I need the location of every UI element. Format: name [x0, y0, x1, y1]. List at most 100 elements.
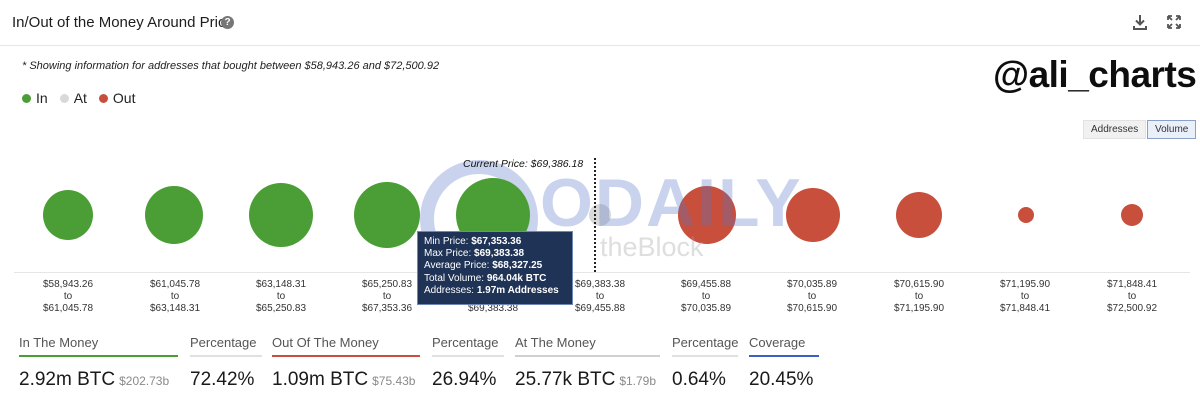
stat-value: 1.09m BTC $75.43b: [272, 369, 420, 391]
tooltip-avg-row: Average Price: $68,327.25: [424, 260, 566, 272]
legend-item-out[interactable]: Out: [98, 90, 136, 106]
bubble-in[interactable]: [43, 190, 93, 240]
bubble-out[interactable]: [1018, 207, 1034, 223]
stat-value: 25.77k BTC $1.79b: [515, 369, 660, 391]
volume-toggle-button[interactable]: Volume: [1147, 120, 1197, 139]
stat-value: 26.94%: [432, 369, 497, 390]
download-icon[interactable]: [1131, 13, 1149, 31]
bucket-to: $70,615.90: [786, 303, 838, 314]
stat-label: At The Money: [515, 335, 596, 350]
tooltip-avg-value: $68,327.25: [492, 260, 543, 272]
stat-usd-value: $202.73b: [119, 374, 170, 388]
bucket-label: $70,615.90 to $71,195.90: [871, 279, 967, 315]
stat-label: Out Of The Money: [272, 335, 379, 350]
stat-main-value: 25.77k BTC: [515, 369, 616, 390]
tooltip-addresses-label: Addresses:: [424, 284, 475, 296]
bubble-in[interactable]: [354, 182, 420, 248]
bubble-in[interactable]: [249, 183, 313, 247]
tooltip-min-value: $67,353.36: [471, 236, 522, 247]
legend-dot-at: [59, 93, 69, 103]
stat-rule: [190, 355, 262, 357]
tooltip-volume-value: 964.04k BTC: [486, 272, 547, 284]
stat-value: 20.45%: [749, 369, 814, 390]
bubble-out[interactable]: [678, 186, 736, 244]
bubble-tooltip: Min Price: $67,353.36 Max Price: $69,383…: [417, 231, 573, 305]
stat-in-the-money: In The Money 2.92m BTC $202.73b: [19, 335, 178, 391]
odaily-watermark: ODAILY: [540, 165, 803, 241]
bucket-to-word: to: [63, 291, 73, 302]
stat-label: In The Money: [19, 335, 99, 350]
bucket-label: $69,455.88 to $70,035.89: [658, 279, 754, 315]
bucket-to: $71,848.41: [999, 303, 1051, 314]
stat-rule: [432, 355, 504, 357]
bucket-to: $69,455.88: [574, 303, 626, 314]
current-price-line: [594, 158, 596, 272]
bucket-label: $69,383.38 to $69,455.88: [552, 279, 648, 315]
stat-value: 72.42%: [190, 369, 255, 390]
bucket-to: $67,353.36: [361, 303, 413, 314]
stat-rule: [672, 355, 738, 357]
stat-rule: [515, 355, 660, 357]
bubble-out[interactable]: [1121, 204, 1143, 226]
bucket-label: $65,250.83 to $67,353.36: [339, 279, 435, 315]
theblock-watermark: theBlock: [600, 232, 704, 262]
current-price-label: Current Price: $69,386.18: [463, 158, 584, 170]
stat-main-value: 1.09m BTC: [272, 369, 369, 390]
tooltip-min-label: Min Price:: [424, 236, 469, 247]
stat-at-the-money: At The Money 25.77k BTC $1.79b: [515, 335, 660, 391]
addresses-toggle-button[interactable]: Addresses: [1083, 120, 1147, 139]
chart-baseline: [14, 272, 1190, 273]
stat-out-percentage: Percentage 26.94%: [432, 335, 504, 391]
stat-at-percentage: Percentage 0.64%: [672, 335, 739, 391]
stat-in-percentage: Percentage 72.42%: [190, 335, 262, 391]
bucket-to-word: to: [1020, 291, 1030, 302]
bucket-from: $69,455.88: [680, 279, 732, 290]
expand-icon[interactable]: [1165, 13, 1183, 31]
bucket-from: $71,195.90: [999, 279, 1051, 290]
bucket-to-word: to: [701, 291, 711, 302]
bucket-from: $70,035.89: [786, 279, 838, 290]
question-circle-icon[interactable]: ?: [221, 16, 234, 29]
bucket-from: $61,045.78: [149, 279, 201, 290]
stat-rule: [272, 355, 420, 357]
bucket-label: $71,195.90 to $71,848.41: [977, 279, 1073, 315]
bubble-in[interactable]: [145, 186, 203, 244]
legend-item-in[interactable]: In: [22, 90, 48, 106]
bucket-to-word: to: [1127, 291, 1137, 302]
legend-dot-in: [22, 93, 31, 103]
bucket-label: $63,148.31 to $65,250.83: [233, 279, 329, 315]
bucket-from: $63,148.31: [255, 279, 307, 290]
stat-label: Coverage: [749, 335, 806, 350]
bucket-to: $61,045.78: [42, 303, 94, 314]
stat-usd-value: $75.43b: [372, 374, 416, 388]
widget-header: In/Out of the Money Around Price ?: [0, 0, 1200, 46]
author-handle: @ali_charts: [993, 54, 1197, 95]
tooltip-volume-row: Total Volume: 964.04k BTC: [424, 273, 566, 285]
tooltip-volume-label: Total Volume:: [424, 272, 485, 284]
bucket-to: $72,500.92: [1106, 303, 1158, 314]
widget-title: In/Out of the Money Around Price: [12, 14, 234, 31]
bucket-to-word: to: [914, 291, 924, 302]
bucket-label: $71,848.41 to $72,500.92: [1084, 279, 1180, 315]
summary-stats: In The Money 2.92m BTC $202.73b Percentag…: [0, 335, 1200, 412]
tooltip-max-row: Max Price: $69,383.38: [424, 248, 566, 260]
bubble-out[interactable]: [786, 188, 840, 242]
tooltip-max-label: Max Price:: [424, 248, 472, 260]
bubble-out[interactable]: [896, 192, 942, 238]
stat-label: Percentage: [432, 335, 499, 350]
bucket-from: $58,943.26: [42, 279, 94, 290]
range-note: * Showing information for addresses that…: [22, 60, 440, 72]
stat-usd-value: $1.79b: [619, 374, 657, 388]
bucket-from: $70,615.90: [893, 279, 945, 290]
stat-rule: [19, 355, 178, 357]
legend-item-at[interactable]: At: [59, 90, 87, 106]
stat-main-value: 2.92m BTC: [19, 369, 116, 390]
tooltip-max-value: $69,383.38: [474, 248, 525, 260]
stat-label: Percentage: [672, 335, 739, 350]
bucket-from: $69,383.38: [574, 279, 626, 290]
bucket-to-word: to: [595, 291, 605, 302]
legend-label-in: In: [36, 90, 48, 106]
bucket-label: $61,045.78 to $63,148.31: [127, 279, 223, 315]
bucket-label: $58,943.26 to $61,045.78: [20, 279, 116, 315]
bucket-from: $71,848.41: [1106, 279, 1158, 290]
